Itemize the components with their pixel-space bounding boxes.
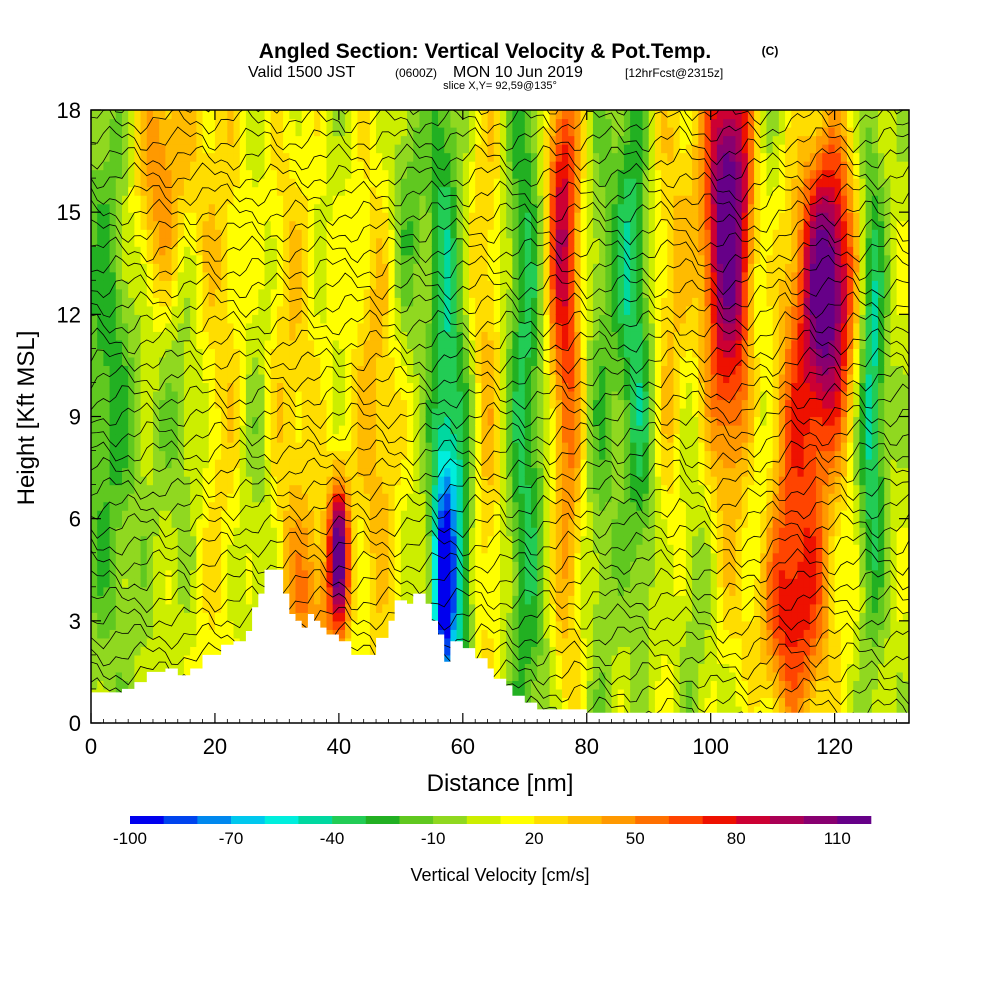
y-tick-label: 0 xyxy=(69,711,81,736)
x-tick-label: 100 xyxy=(692,734,729,759)
colorbar-swatch xyxy=(668,816,703,824)
colorbar-swatch xyxy=(332,816,367,824)
colorbar-tick-label: -70 xyxy=(219,829,244,848)
colorbar-tick-label: 20 xyxy=(525,829,544,848)
colorbar-tick-label: -100 xyxy=(113,829,147,848)
colorbar-swatch xyxy=(837,816,872,824)
colorbar-swatch xyxy=(769,816,804,824)
y-axis-label: Height [Kft MSL] xyxy=(13,331,40,506)
x-tick-label: 0 xyxy=(85,734,97,759)
x-tick-label: 120 xyxy=(816,734,853,759)
forecast-text: [12hrFcst@2315z] xyxy=(625,66,723,80)
valid-date-text: MON 10 Jun 2019 xyxy=(453,64,583,81)
colorbar-swatch xyxy=(163,816,198,824)
y-tick-label: 9 xyxy=(69,405,81,430)
colorbar-swatch xyxy=(702,816,737,824)
colorbar-tick-label: 80 xyxy=(727,829,746,848)
colorbar-tick-label: 110 xyxy=(824,829,851,848)
colorbar-swatch xyxy=(534,816,569,824)
colorbar-swatch xyxy=(567,816,602,824)
colorbar-swatch xyxy=(298,816,333,824)
colorbar-tick-label: -10 xyxy=(421,829,446,848)
y-axis-ticks: 0 3 6 9 12 15 18 xyxy=(57,98,909,736)
x-tick-label: 20 xyxy=(203,734,227,759)
colorbar-swatch xyxy=(399,816,434,824)
colorbar-tick-label: -40 xyxy=(320,829,345,848)
y-tick-label: 15 xyxy=(57,200,81,225)
colorbar-swatch xyxy=(365,816,400,824)
chart-title-suffix: (C) xyxy=(762,44,779,58)
colorbar-label: Vertical Velocity [cm/s] xyxy=(410,865,589,885)
valid-time-text: Valid 1500 JST xyxy=(248,64,356,81)
x-tick-label: 60 xyxy=(451,734,475,759)
y-tick-label: 12 xyxy=(57,302,81,327)
valid-utc-text: (0600Z) xyxy=(395,66,437,80)
colorbar-swatch xyxy=(635,816,670,824)
colorbar-swatch xyxy=(264,816,299,824)
colorbar-swatch xyxy=(197,816,232,824)
x-axis-ticks: 0 20 40 60 80 100 120 xyxy=(85,110,898,759)
y-tick-label: 18 xyxy=(57,98,81,123)
x-tick-label: 40 xyxy=(327,734,351,759)
slice-text: slice X,Y= 92,59@135° xyxy=(443,80,557,92)
colorbar-tick-label: 50 xyxy=(626,829,645,848)
colorbar-swatch xyxy=(466,816,501,824)
colorbar: -100 -70 -40 -10 20 50 80 110 xyxy=(113,816,872,848)
x-tick-label: 80 xyxy=(575,734,599,759)
colorbar-swatch xyxy=(500,816,535,824)
colorbar-swatch xyxy=(433,816,468,824)
colorbar-swatch xyxy=(231,816,266,824)
terrain-mask xyxy=(91,569,909,724)
chart-title: Angled Section: Vertical Velocity & Pot.… xyxy=(259,40,711,63)
chart-subtitle: Valid 1500 JST (0600Z) MON 10 Jun 2019 [… xyxy=(248,64,723,81)
colorbar-swatch xyxy=(803,816,838,824)
y-tick-label: 6 xyxy=(69,507,81,532)
y-tick-label: 3 xyxy=(69,609,81,634)
colorbar-swatch xyxy=(130,816,164,824)
plot-area: 0 20 40 60 80 100 120 0 3 6 9 12 15 18 xyxy=(57,98,910,759)
colorbar-swatch xyxy=(601,816,636,824)
x-axis-label: Distance [nm] xyxy=(427,770,574,797)
colorbar-swatch xyxy=(736,816,771,824)
